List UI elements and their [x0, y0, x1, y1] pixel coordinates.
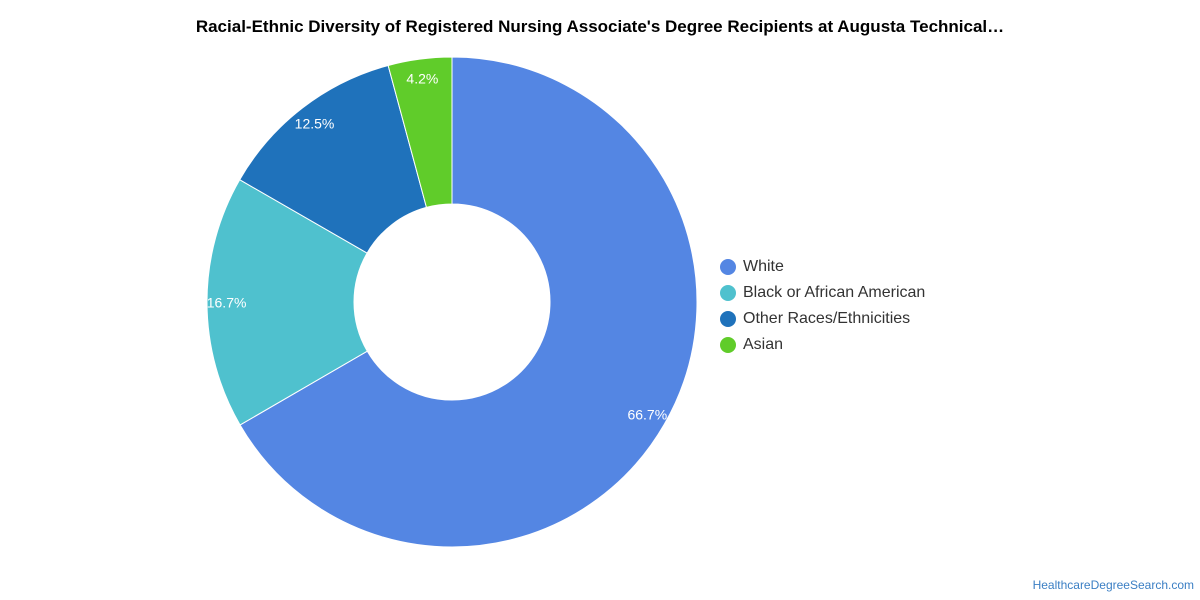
slice-other-races-ethnicities[interactable]: [239, 64, 428, 254]
slice-label-other-races-ethnicities: 12.5%: [295, 115, 335, 131]
legend-label: Black or African American: [743, 284, 926, 301]
donut-labels: 66.7% 16.7% 12.5% 4.2%: [207, 71, 667, 423]
chart-title: Racial-Ethnic Diversity of Registered Nu…: [195, 17, 1005, 36]
legend-swatch: [720, 337, 736, 353]
legend-item-white[interactable]: White: [720, 254, 925, 280]
slice-label-asian: 4.2%: [406, 71, 438, 87]
legend-item-black-or-african-american[interactable]: Black or African American: [720, 280, 925, 306]
legend-label: Other Races/Ethnicities: [743, 310, 911, 327]
slice-label-white: 66.7%: [627, 406, 667, 422]
slice-black-or-african-american[interactable]: [206, 179, 368, 426]
legend-swatch: [720, 311, 736, 327]
slice-label-black-or-african-american: 16.7%: [207, 294, 247, 310]
slice-asian[interactable]: [387, 56, 453, 208]
legend-swatch: [720, 259, 736, 275]
legend-item-other-races-ethnicities[interactable]: Other Races/Ethnicities: [720, 306, 925, 332]
legend-label: Asian: [743, 336, 784, 353]
source-link[interactable]: HealthcareDegreeSearch.com: [1032, 578, 1194, 592]
slice-white[interactable]: [239, 56, 698, 548]
donut-slices: [206, 56, 698, 548]
legend-item-asian[interactable]: Asian: [720, 332, 925, 358]
legend-label: White: [743, 258, 784, 275]
legend-swatch: [720, 285, 736, 301]
chart-legend: White Black or African American Other Race…: [720, 254, 925, 358]
